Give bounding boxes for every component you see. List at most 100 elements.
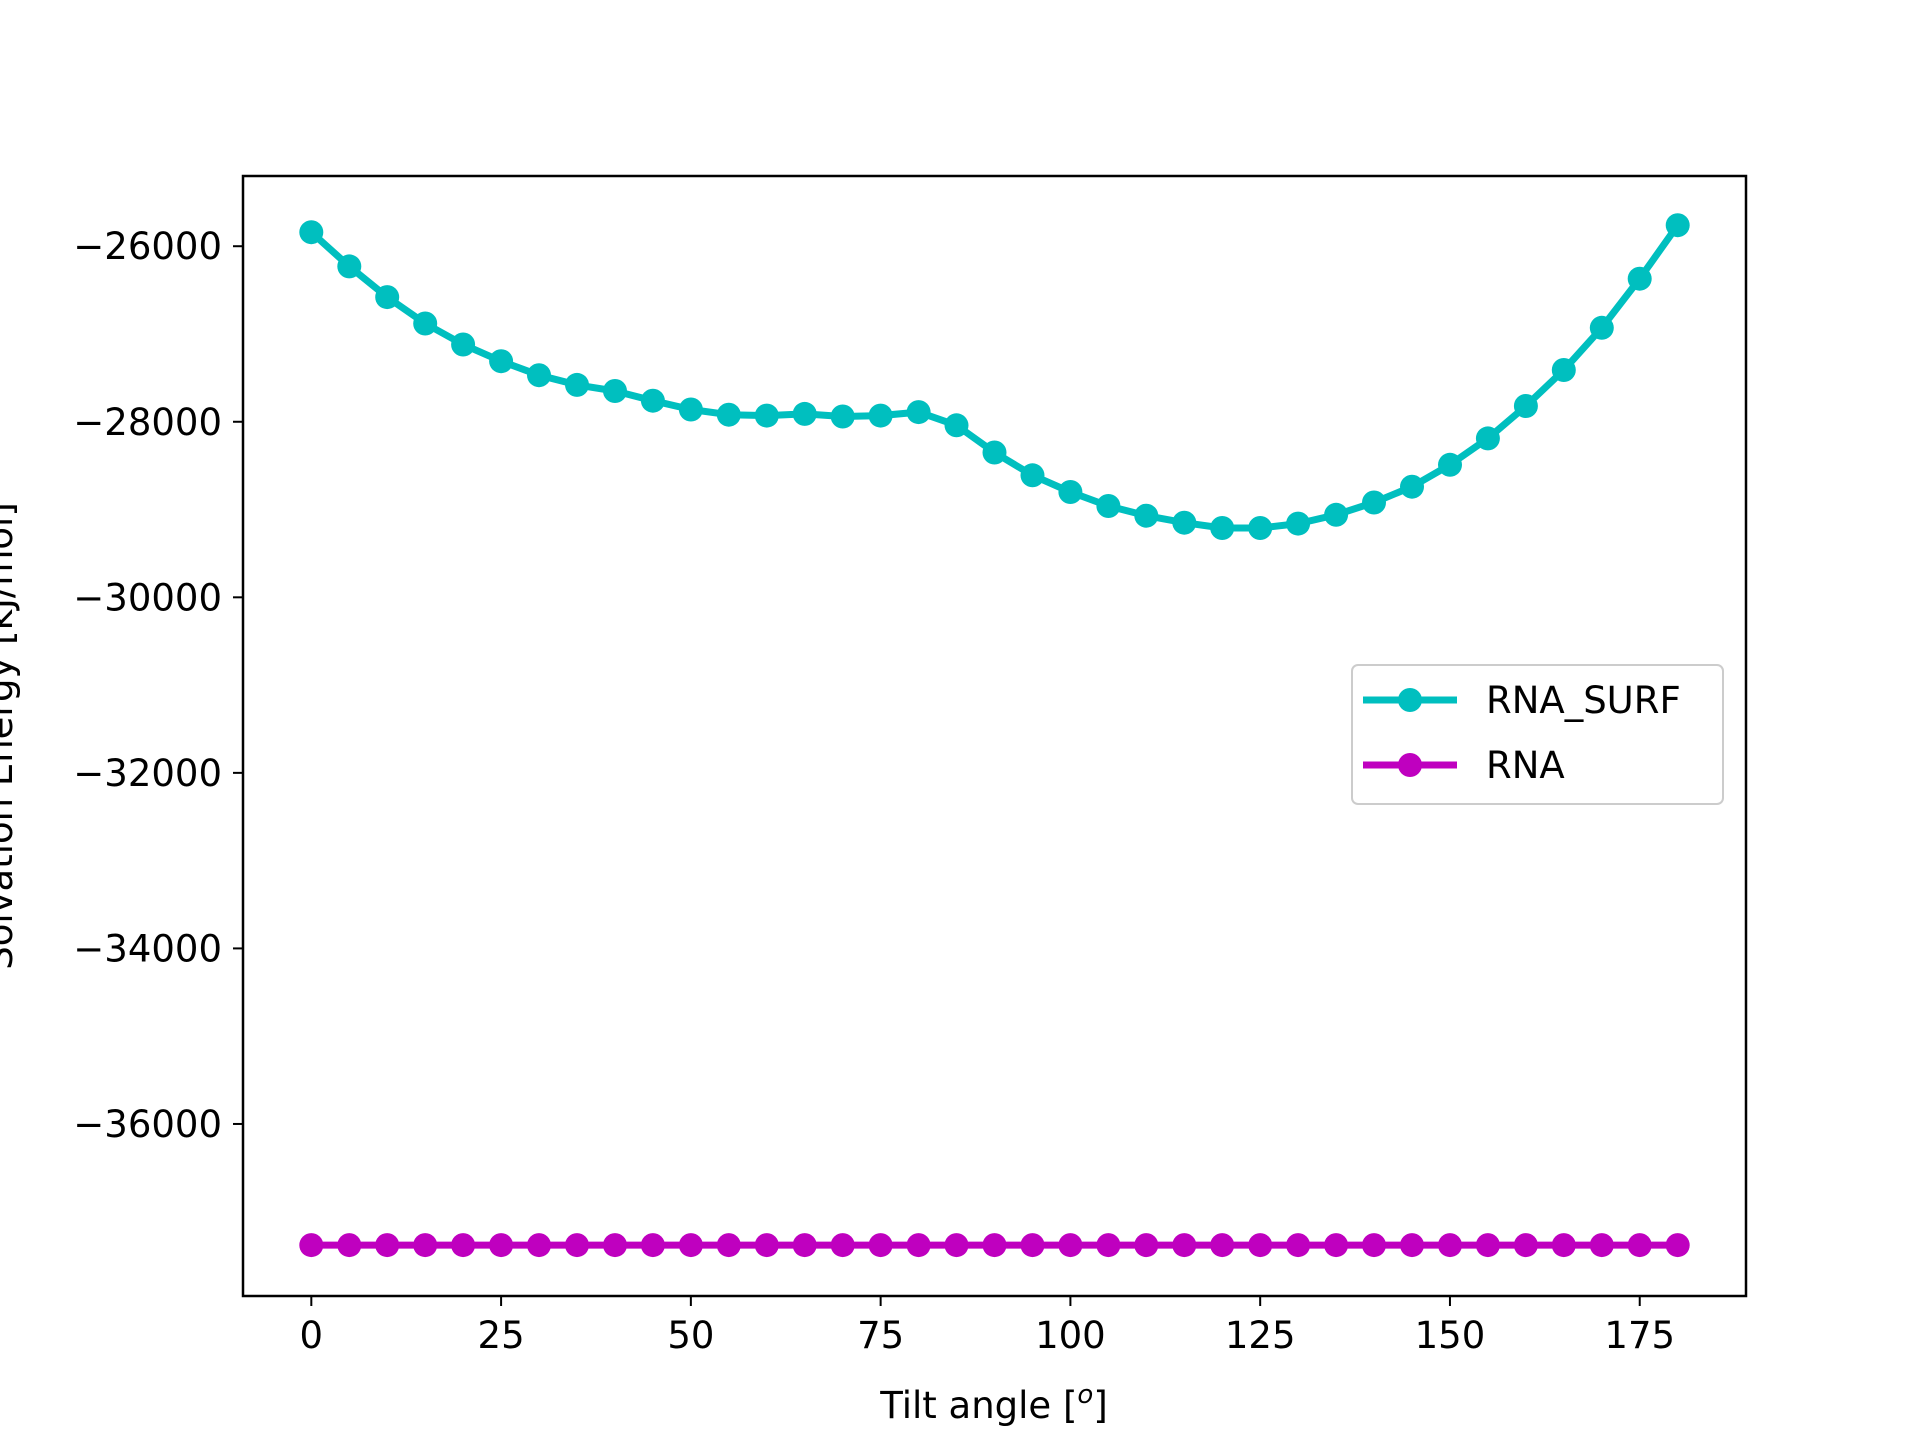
data-point-rna-surf — [337, 254, 362, 279]
data-point-rna — [830, 1233, 855, 1258]
data-point-rna-surf — [1172, 510, 1197, 535]
data-point-rna — [299, 1233, 324, 1258]
data-point-rna-surf — [868, 403, 893, 428]
data-point-rna — [1665, 1233, 1690, 1258]
data-point-rna-surf — [1020, 463, 1045, 488]
data-point-rna — [754, 1233, 779, 1258]
data-point-rna-surf — [1324, 502, 1349, 527]
data-point-rna — [640, 1233, 665, 1258]
data-point-rna-surf — [299, 220, 324, 245]
legend-label-rna: RNA — [1486, 744, 1565, 787]
data-point-rna — [451, 1233, 476, 1258]
data-point-rna-surf — [1096, 494, 1121, 518]
data-point-rna-surf — [603, 379, 627, 403]
series-rna — [299, 1233, 1690, 1258]
data-point-rna — [413, 1233, 438, 1258]
data-point-rna — [678, 1233, 703, 1258]
data-point-rna-surf — [792, 401, 817, 426]
data-point-rna — [1627, 1233, 1652, 1258]
y-tick-label: −36000 — [73, 1103, 222, 1146]
x-tick-label: 125 — [1225, 1314, 1296, 1357]
data-point-rna — [906, 1233, 931, 1258]
data-point-rna-surf — [1210, 516, 1235, 540]
data-point-rna-surf — [1551, 358, 1576, 382]
data-point-rna-surf — [1400, 474, 1424, 499]
data-point-rna — [1172, 1233, 1197, 1258]
data-point-rna — [375, 1233, 400, 1258]
y-tick-label: −28000 — [73, 401, 222, 444]
data-point-rna-surf — [565, 372, 589, 397]
legend-marker-rna — [1398, 753, 1422, 777]
data-point-rna-surf — [982, 440, 1007, 465]
x-axis-label: Tilt angle [o] — [879, 1380, 1108, 1427]
data-point-rna — [716, 1233, 741, 1258]
data-point-rna — [1286, 1233, 1311, 1258]
data-point-rna-surf — [1286, 511, 1311, 536]
data-point-rna-surf — [944, 413, 969, 438]
y-axis-label: Solvation Energy [kJ/mol] — [0, 502, 21, 970]
x-tick-label: 75 — [857, 1314, 904, 1357]
data-point-rna-surf — [1058, 480, 1083, 504]
ticks-layer: 0 25 50 75 100 125 150 175 −26000 −28000 −30000 −32… — [73, 225, 1675, 1357]
data-point-rna-surf — [1438, 452, 1462, 477]
data-point-rna — [337, 1233, 362, 1258]
data-point-rna-surf — [1248, 516, 1273, 540]
data-point-rna-surf — [716, 402, 741, 427]
y-tick-label: −34000 — [73, 927, 222, 970]
data-point-rna — [944, 1233, 969, 1258]
x-tick-label: 25 — [478, 1314, 525, 1357]
data-point-rna-surf — [1627, 266, 1652, 291]
x-axis-label-superscript: o — [1077, 1380, 1093, 1410]
data-point-rna — [1475, 1233, 1500, 1258]
data-point-rna — [1210, 1233, 1235, 1258]
x-tick-label: 175 — [1604, 1314, 1675, 1357]
data-point-rna-surf — [906, 400, 931, 425]
data-point-rna — [1096, 1233, 1121, 1258]
data-point-rna — [1551, 1233, 1576, 1258]
data-point-rna — [1400, 1233, 1424, 1258]
series-rna-surf — [299, 213, 1690, 540]
data-point-rna — [527, 1233, 551, 1258]
data-point-rna-surf — [451, 332, 476, 357]
data-point-rna — [868, 1233, 893, 1258]
data-point-rna — [1058, 1233, 1083, 1258]
x-tick-label: 150 — [1415, 1314, 1486, 1357]
plot-frame — [241, 174, 1748, 1298]
data-point-rna-surf — [413, 311, 438, 336]
data-point-rna — [1513, 1233, 1538, 1258]
data-point-rna — [792, 1233, 817, 1258]
data-point-rna-surf — [1475, 426, 1500, 451]
data-point-rna-surf — [489, 349, 514, 374]
data-point-rna-surf — [1589, 315, 1614, 340]
legend-label-rna-surf: RNA_SURF — [1486, 679, 1681, 722]
data-point-rna-surf — [1665, 213, 1690, 238]
data-point-rna — [1362, 1233, 1386, 1258]
legend-marker-rna-surf — [1398, 688, 1422, 712]
data-point-rna-surf — [830, 404, 855, 429]
data-point-rna-surf — [1134, 503, 1159, 528]
data-point-rna — [1438, 1233, 1462, 1258]
data-point-rna-surf — [375, 285, 400, 310]
series-layer — [299, 213, 1690, 1258]
data-point-rna-surf — [1513, 394, 1538, 418]
data-point-rna — [982, 1233, 1007, 1258]
data-point-rna — [603, 1233, 627, 1258]
data-point-rna — [1134, 1233, 1159, 1258]
x-tick-label: 0 — [300, 1314, 324, 1357]
y-tick-label: −30000 — [73, 576, 222, 619]
data-point-rna — [1248, 1233, 1273, 1258]
x-tick-label: 50 — [667, 1314, 714, 1357]
data-point-rna — [489, 1233, 514, 1258]
y-tick-label: −26000 — [73, 225, 222, 268]
data-point-rna — [1020, 1233, 1045, 1258]
legend: RNA_SURF RNA — [1351, 664, 1724, 805]
series-line-rna-surf — [307, 221, 1682, 532]
data-point-rna-surf — [527, 363, 551, 388]
data-point-rna — [1324, 1233, 1349, 1258]
data-point-rna-surf — [754, 403, 779, 428]
y-tick-label: −32000 — [73, 752, 222, 795]
data-point-rna-surf — [1362, 490, 1386, 515]
data-point-rna-surf — [678, 397, 703, 422]
data-point-rna-surf — [640, 388, 665, 413]
